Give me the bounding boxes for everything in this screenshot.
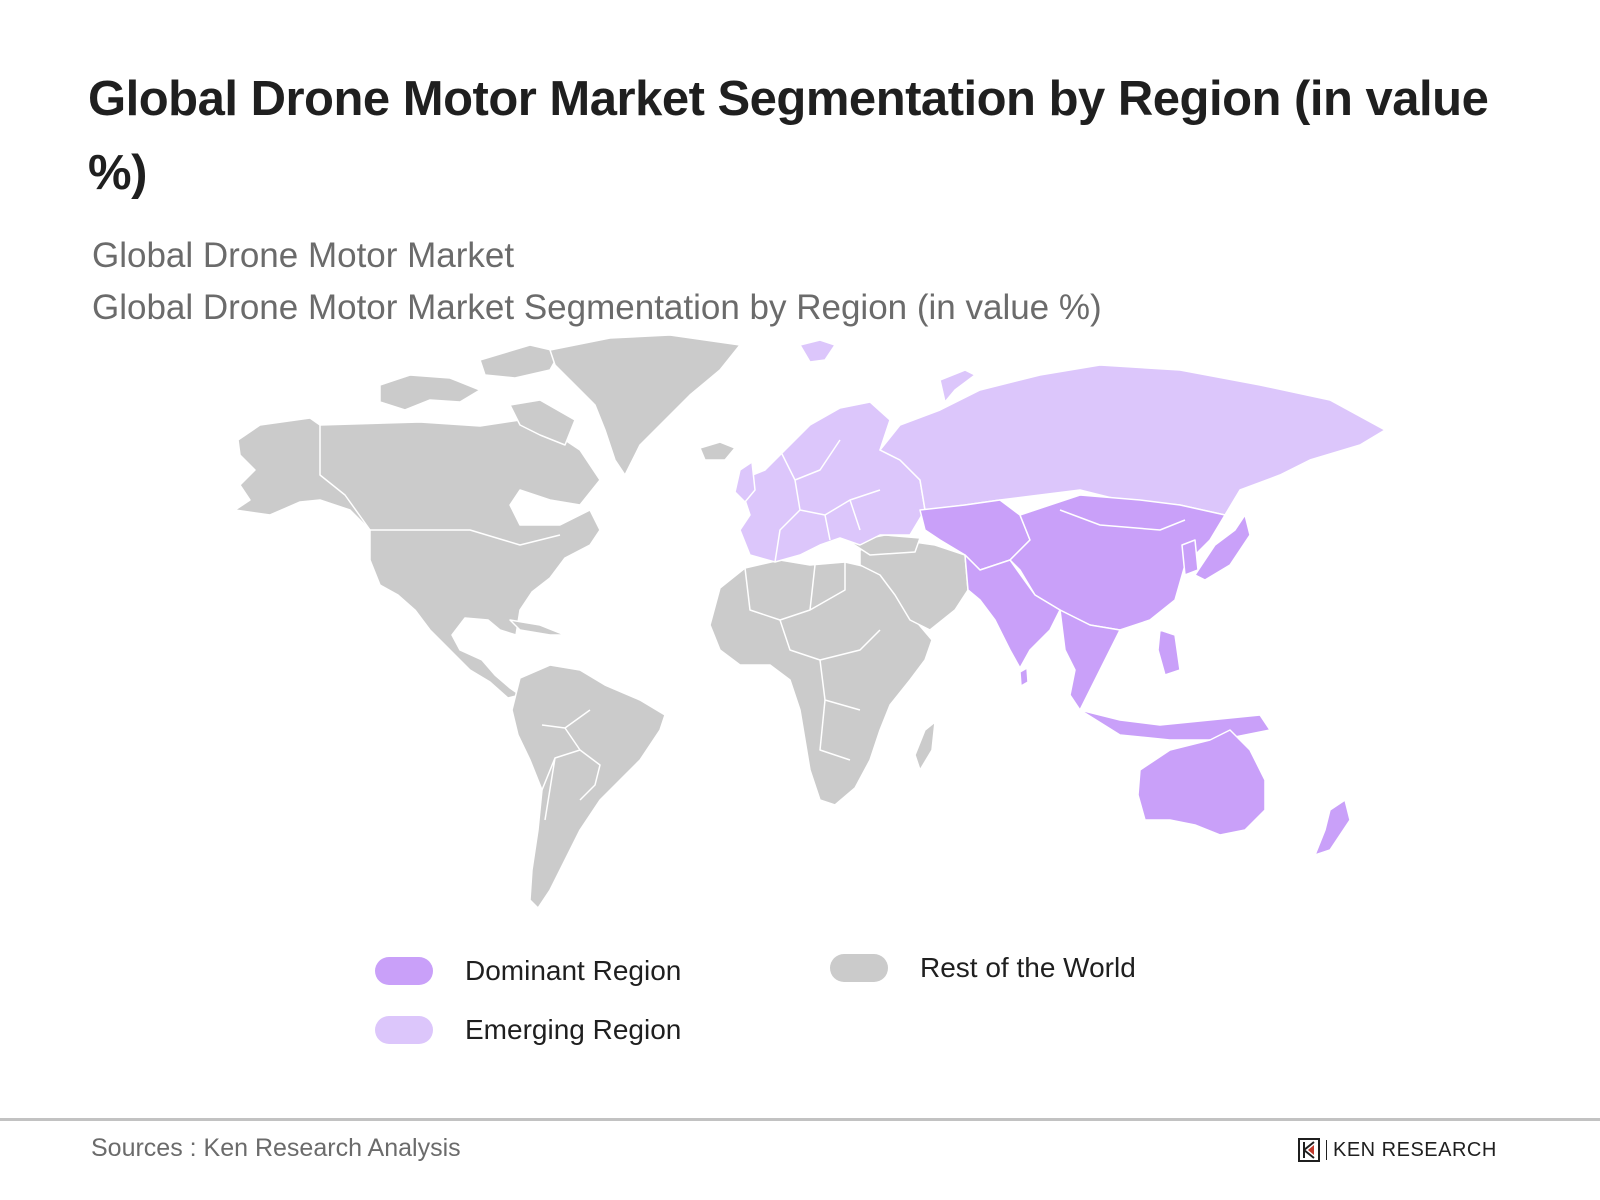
legend-swatch-dominant: [375, 957, 433, 985]
region-madagascar: [914, 721, 936, 771]
border-canada-us: [319, 425, 561, 546]
legend-item-dominant: Dominant Region: [375, 955, 681, 987]
region-new-zealand: [1314, 799, 1351, 856]
region-arctic-islands-2: [479, 344, 561, 379]
region-japan: [1194, 514, 1251, 581]
region-philippines: [1157, 629, 1181, 676]
legend-swatch-rest: [830, 954, 888, 982]
region-africa: [709, 559, 933, 806]
legend-item-rest: Rest of the World: [830, 952, 1136, 984]
source-note: Sources : Ken Research Analysis: [91, 1134, 461, 1162]
region-baffin: [509, 399, 576, 446]
legend-label-rest: Rest of the World: [920, 952, 1136, 983]
legend-label-emerging: Emerging Region: [465, 1014, 682, 1045]
world-map: [234, 334, 1386, 909]
subtitle-market: Global Drone Motor Market: [92, 236, 515, 275]
region-iceland: [699, 441, 736, 461]
region-novaya-zemlya: [939, 369, 976, 403]
region-arctic-islands: [379, 374, 481, 411]
border-sa-countries: [541, 709, 601, 821]
region-north-america: [234, 417, 601, 699]
region-south-america: [511, 664, 666, 909]
logo-text: KEN RESEARCH: [1333, 1138, 1497, 1161]
region-korea: [1181, 539, 1199, 576]
border-africa-countries: [744, 562, 881, 761]
region-indonesia: [1079, 709, 1271, 741]
region-europe: [739, 401, 926, 563]
region-middle-east: [859, 539, 969, 631]
region-caribbean: [509, 619, 566, 636]
border-china-mongolia: [1059, 509, 1186, 531]
subtitle-segmentation: Global Drone Motor Market Segmentation b…: [92, 288, 1102, 327]
ken-research-logo: KEN RESEARCH: [1298, 1138, 1497, 1162]
region-svalbard: [799, 339, 836, 363]
region-southeast-asia: [1059, 609, 1121, 711]
logo-separator: [1326, 1140, 1327, 1160]
region-greenland: [549, 334, 741, 476]
region-australia: [1137, 729, 1266, 836]
logo-k-icon: [1298, 1138, 1320, 1162]
chart-title: Global Drone Motor Market Segmentation b…: [88, 72, 1489, 200]
legend-swatch-emerging: [375, 1016, 433, 1044]
region-uk: [734, 461, 756, 503]
legend-item-emerging: Emerging Region: [375, 1014, 681, 1046]
region-china-mongolia: [1009, 494, 1226, 631]
region-south-asia: [964, 554, 1061, 669]
legend-label-dominant: Dominant Region: [465, 955, 682, 986]
region-sri-lanka: [1019, 667, 1029, 687]
footer-divider: [0, 1118, 1600, 1121]
border-europe-countries: [774, 439, 881, 563]
